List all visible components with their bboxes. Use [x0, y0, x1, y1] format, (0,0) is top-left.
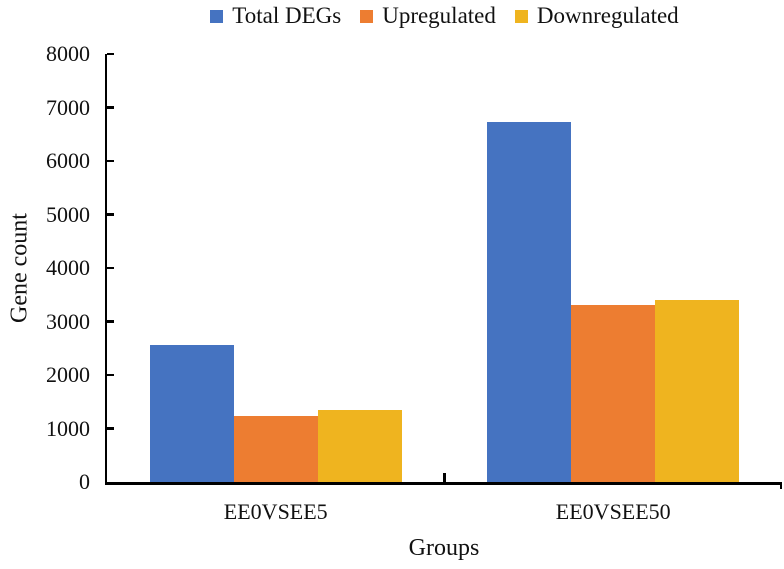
y-axis-tick-mark: [107, 159, 114, 163]
x-axis-category-label-ee0vsee50: EE0VSEE50: [555, 499, 671, 524]
y-axis-tick-label: 6000: [46, 148, 90, 173]
x-axis-end-tick: [779, 482, 782, 489]
x-axis-divider-tick: [443, 473, 446, 482]
y-axis-tick-mark: [107, 427, 114, 430]
y-axis-tick-label: 3000: [46, 308, 90, 334]
y-axis-tick-label: 0: [79, 469, 90, 494]
legend-label-downregulated: Downregulated: [536, 3, 679, 28]
x-axis-title: Groups: [408, 535, 480, 561]
y-axis-tick-label: 8000: [46, 41, 90, 66]
y-axis-tick-mark: [107, 320, 114, 323]
y-axis-tick-mark: [107, 52, 114, 56]
y-axis-tick-label: 4000: [46, 255, 90, 280]
bar-upregulated-ee0vsee50: [571, 304, 656, 482]
chart-legend: Total DEGs Upregulated Downregulated: [107, 2, 782, 30]
y-axis-tick-label: 5000: [46, 201, 90, 227]
legend-item-total-degs: Total DEGs: [210, 3, 341, 29]
y-axis-tick-mark: [107, 373, 114, 377]
x-axis-line: [104, 482, 782, 485]
y-axis-tick-mark: [107, 266, 114, 270]
legend-swatch-downregulated: [514, 9, 528, 23]
bar-total-degs-ee0vsee50: [487, 122, 572, 482]
legend-item-downregulated: Downregulated: [514, 3, 679, 29]
legend-swatch-upregulated: [360, 9, 374, 23]
bar-upregulated-ee0vsee5: [233, 416, 318, 482]
bar-downregulated-ee0vsee50: [655, 299, 740, 482]
legend-label-upregulated: Upregulated: [382, 3, 496, 28]
legend-label-total-degs: Total DEGs: [232, 3, 342, 28]
legend-item-upregulated: Upregulated: [360, 3, 496, 29]
x-axis-category-label-ee0vsee5: EE0VSEE5: [223, 499, 328, 524]
y-axis-line: [104, 54, 107, 485]
bar-downregulated-ee0vsee5: [317, 410, 402, 482]
y-axis-tick-label: 1000: [46, 415, 90, 441]
y-axis-tick-mark: [107, 213, 114, 216]
y-axis-tick-label: 2000: [46, 362, 90, 387]
y-axis-tick-label: 7000: [46, 94, 90, 120]
y-axis-tick-mark: [107, 106, 114, 109]
bar-total-degs-ee0vsee5: [149, 344, 234, 482]
legend-swatch-total-degs: [210, 9, 224, 23]
